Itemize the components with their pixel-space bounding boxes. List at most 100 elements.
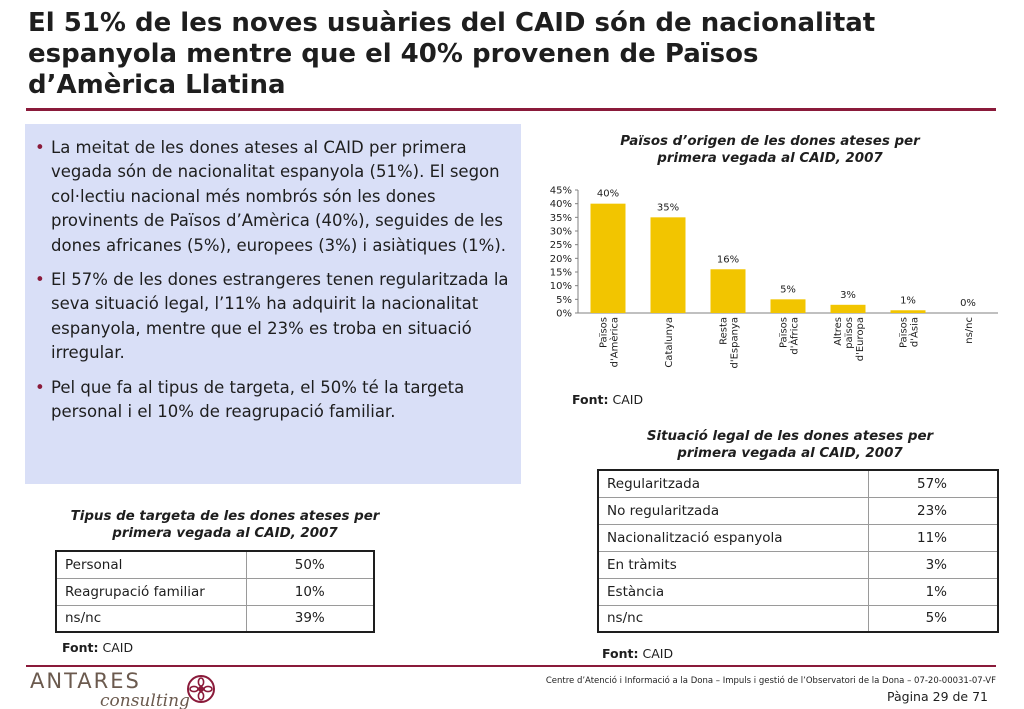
title-divider — [26, 108, 996, 111]
x-tick-label-line: Altres — [833, 317, 844, 346]
x-tick-label: Altrespaïsosd'Europa — [833, 317, 866, 361]
legal-table-row-label: ns/nc — [597, 604, 869, 633]
legal-source: Font: CAID — [602, 646, 673, 661]
bar — [890, 310, 926, 313]
title-line-1: El 51% de les noves usuàries del CAID só… — [28, 8, 876, 38]
card-source-label: Font: — [62, 640, 99, 655]
title-line-2: espanyola mentre que el 40% provenen de … — [28, 39, 759, 69]
bar-value-label: 35% — [657, 202, 679, 213]
x-tick-label-line: d'Amèrica — [609, 317, 621, 367]
bullet-3: Pel que fa al tipus de targeta, el 50% t… — [35, 376, 511, 425]
bar — [650, 217, 686, 313]
card-table-row: ns/nc 39% — [55, 604, 375, 633]
legal-table-row: Nacionalització espanyola 11% — [597, 523, 999, 552]
chart-title: Països d’origen de les dones ateses per … — [560, 133, 980, 167]
card-table-row: Personal 50% — [55, 550, 375, 579]
x-tick-label-line: d'Àfrica — [788, 317, 801, 355]
bar — [770, 299, 806, 313]
logo-antares-text: ANTARES — [30, 669, 141, 693]
legal-table-row: No regularitzada 23% — [597, 496, 999, 525]
bullet-1: La meitat de les dones ateses al CAID pe… — [35, 136, 511, 258]
card-table-row-value: 50% — [245, 550, 375, 579]
legal-table-row-label: Regularitzada — [597, 469, 869, 498]
legal-table-row-value: 1% — [867, 577, 999, 606]
antares-flower-icon — [187, 675, 215, 703]
y-tick-label: 45% — [550, 186, 572, 197]
card-title-line-2: primera vegada al CAID, 2007 — [112, 526, 338, 541]
x-tick-label-line: Països — [779, 317, 790, 348]
legal-table-row-value: 23% — [867, 496, 999, 525]
bar — [590, 203, 626, 313]
card-table-row: Reagrupació familiar 10% — [55, 577, 375, 606]
x-tick-label-line: ns/nc — [964, 317, 975, 344]
legal-table-row-value: 3% — [867, 550, 999, 579]
chart-source-label: Font: — [572, 392, 609, 407]
y-tick-label: 25% — [550, 240, 572, 251]
logo-consulting-text: consulting — [100, 691, 190, 709]
y-tick-label: 5% — [556, 295, 572, 306]
legal-table-row-value: 57% — [867, 469, 999, 498]
card-source: Font: CAID — [62, 640, 133, 655]
legal-source-label: Font: — [602, 646, 639, 661]
chart-title-line-1: Països d’origen de les dones ateses per — [620, 134, 920, 149]
footer-divider — [26, 665, 996, 667]
card-title-line-1: Tipus de targeta de les dones ateses per — [70, 509, 380, 524]
x-tick-label-line: Països — [599, 317, 610, 348]
chart-title-line-2: primera vegada al CAID, 2007 — [657, 151, 883, 166]
y-tick-label: 10% — [550, 281, 572, 292]
y-tick-label: 40% — [550, 199, 572, 210]
bar — [710, 269, 746, 313]
y-tick-label: 0% — [556, 309, 572, 320]
footer-text: Centre d’Atenció i Informació a la Dona … — [545, 676, 996, 686]
y-tick-label: 35% — [550, 213, 572, 224]
card-table-row-value: 10% — [245, 577, 375, 606]
x-tick-label-line: d'Espanya — [730, 317, 741, 368]
bullet-2: El 57% de les dones estrangeres tenen re… — [35, 268, 511, 366]
card-table-title: Tipus de targeta de les dones ateses per… — [40, 508, 410, 542]
antares-logo: ANTARES consulting — [30, 670, 190, 709]
x-tick-label: Païsosd'Àfrica — [779, 317, 801, 355]
legal-title-line-2: primera vegada al CAID, 2007 — [677, 446, 903, 461]
page-title: El 51% de les noves usuàries del CAID só… — [28, 8, 1008, 101]
bar-value-label: 0% — [960, 298, 976, 309]
x-tick-label-line: Catalunya — [664, 317, 675, 368]
chart-source: Font: CAID — [572, 392, 643, 407]
bar-value-label: 3% — [840, 290, 856, 301]
x-tick-label-line: d'Europa — [855, 317, 866, 361]
bar-value-label: 5% — [780, 284, 796, 295]
legal-table-row-label: En tràmits — [597, 550, 869, 579]
legal-table-row-label: Nacionalització espanyola — [597, 523, 869, 552]
legal-table-row: ns/nc 5% — [597, 604, 999, 633]
x-tick-label: ns/nc — [964, 317, 975, 344]
origin-bar-chart: 0%5%10%15%20%25%30%35%40%45% 40%Païsosd'A… — [550, 186, 998, 368]
legal-source-value: CAID — [642, 646, 674, 661]
bar-value-label: 16% — [717, 254, 739, 265]
x-tick-label-line: d'Àsia — [908, 317, 921, 347]
card-table-row-label: Personal — [55, 550, 247, 579]
y-tick-label: 20% — [550, 254, 572, 265]
title-line-3: d’Amèrica Llatina — [28, 70, 286, 100]
legal-table-row-label: No regularitzada — [597, 496, 869, 525]
bar — [830, 304, 866, 313]
y-tick-label: 30% — [550, 227, 572, 238]
page-number: Pàgina 29 de 71 — [887, 689, 988, 704]
x-tick-label: Catalunya — [664, 317, 675, 368]
bar-value-label: 1% — [900, 295, 916, 306]
card-source-value: CAID — [102, 640, 134, 655]
card-table-row-label: ns/nc — [55, 604, 247, 633]
bar-value-label: 40% — [597, 189, 619, 200]
x-tick-label: Restad'Espanya — [719, 317, 741, 368]
summary-box: La meitat de les dones ateses al CAID pe… — [25, 124, 521, 484]
card-table-row-label: Reagrupació familiar — [55, 577, 247, 606]
legal-table-row-value: 11% — [867, 523, 999, 552]
legal-table-row-label: Estància — [597, 577, 869, 606]
x-tick-label-line: Països — [899, 317, 910, 348]
legal-table-row: Estància 1% — [597, 577, 999, 606]
x-tick-label-line: Resta — [719, 317, 730, 345]
chart-source-value: CAID — [612, 392, 644, 407]
card-type-table: Personal 50% Reagrupació familiar 10% ns/nc 3… — [55, 550, 375, 633]
legal-status-table: Regularitzada 57% No regularitzada 23% Nacio… — [597, 469, 999, 633]
legal-table-row-value: 5% — [867, 604, 999, 633]
x-tick-label: Païsosd'Àsia — [899, 317, 921, 348]
y-tick-label: 15% — [550, 268, 572, 279]
